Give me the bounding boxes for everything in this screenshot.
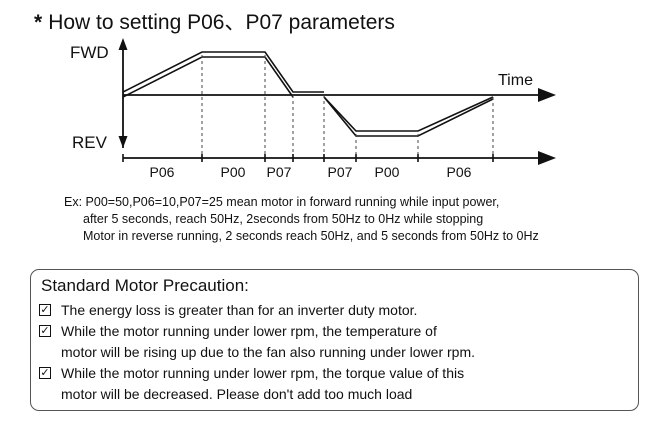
precaution-list: ✓ The energy loss is greater than for an… — [39, 300, 475, 405]
fwd-profile-lower — [122, 56, 294, 98]
precaution-item-line: motor will be rising up due to the fan a… — [61, 344, 475, 360]
precaution-item: ✓ The energy loss is greater than for an… — [39, 300, 475, 321]
check-box-icon: ✓ — [39, 303, 51, 316]
speed-time-diagram: FWD REV Time P06 P00 P07 P07 P00 — [70, 38, 556, 180]
example-line: Motor in reverse running, 2 seconds reac… — [83, 229, 539, 243]
segment-label-p06-decel: P06 — [447, 164, 472, 180]
example-line: Ex: P00=50,P06=10,P07=25 mean motor in f… — [64, 195, 500, 209]
fwd-label: FWD — [70, 43, 109, 62]
segment-ticks — [122, 154, 494, 162]
precaution-box: Standard Motor Precaution: ✓ The energy … — [30, 269, 639, 411]
segment-labels: P06 P00 P07 P07 P00 P06 — [150, 164, 472, 180]
fwd-profile-upper — [122, 51, 324, 93]
precaution-item-line: While the motor running under lower rpm,… — [61, 365, 465, 381]
precaution-item-line: motor will be decreased. Please don't ad… — [61, 386, 413, 402]
rev-profile-upper — [323, 96, 494, 132]
precaution-item-line: The energy loss is greater than for an i… — [61, 302, 418, 318]
rev-profile-lower — [323, 96, 494, 137]
precaution-title: Standard Motor Precaution: — [41, 276, 249, 295]
title-text: How to setting P06、P07 parameters — [48, 11, 395, 34]
segment-label-p00-fwd: P00 — [221, 164, 246, 180]
segment-label-p06-accel: P06 — [150, 164, 175, 180]
rev-arrow-icon — [118, 136, 128, 148]
page-title: * How to setting P06、P07 parameters — [34, 6, 395, 36]
precaution-item: ✓ While the motor running under lower rp… — [39, 363, 475, 405]
example-line: after 5 seconds, reach 50Hz, 2seconds fr… — [83, 212, 484, 226]
segment-label-p07-rev: P07 — [328, 164, 353, 180]
title-star: * — [34, 11, 43, 34]
time-label: Time — [498, 72, 533, 89]
fwd-arrow-icon — [118, 38, 128, 50]
check-box-icon: ✓ — [39, 324, 51, 337]
segment-arrow-icon — [538, 151, 556, 165]
dashed-guides — [201, 55, 494, 158]
example-text: Ex: P00=50,P06=10,P07=25 mean motor in f… — [64, 194, 539, 245]
precaution-item: ✓ While the motor running under lower rp… — [39, 321, 475, 363]
segment-label-p00-rev: P00 — [375, 164, 400, 180]
segment-label-p07-fwd: P07 — [267, 164, 292, 180]
precaution-item-line: While the motor running under lower rpm,… — [61, 323, 437, 339]
speed-profile — [122, 51, 494, 137]
check-box-icon: ✓ — [39, 366, 51, 379]
time-arrow-icon — [538, 88, 556, 102]
rev-label: REV — [72, 133, 108, 152]
